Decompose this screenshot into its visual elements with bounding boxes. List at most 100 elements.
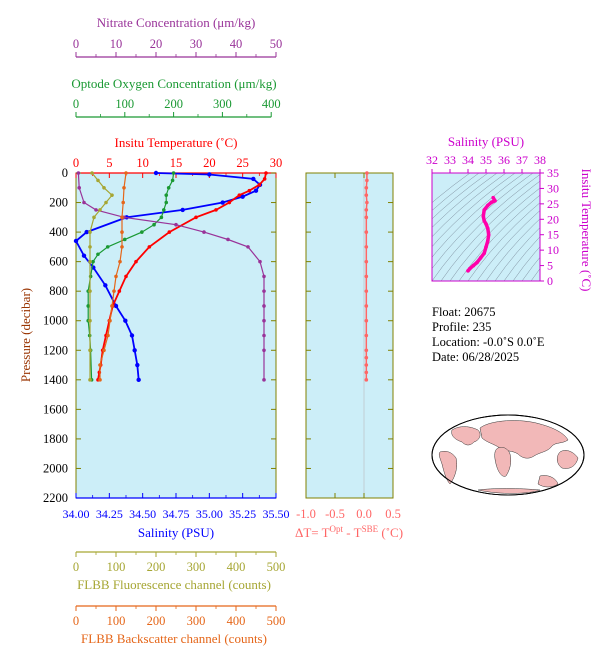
backscatter-profile-point [114, 274, 118, 279]
delta-t-point [365, 171, 369, 175]
temperature-profile-point [194, 215, 198, 220]
delta-t-point [365, 178, 369, 183]
backscatter-axis-tick-label: 0 [73, 614, 79, 628]
oxygen-profile-point [170, 178, 175, 183]
salinity-profile-point [207, 172, 212, 177]
salinity-profile-point [153, 170, 159, 176]
oxygen-profile-point [171, 171, 176, 175]
oxygen-profile-point [140, 230, 144, 234]
oxygen-profile-point [122, 237, 127, 242]
profile-date: Date: 06/28/2025 [432, 350, 519, 364]
pressure-axis-tick-label: 400 [49, 225, 68, 239]
nitrate-profile-point [77, 185, 81, 190]
nitrate-axis: 0 10 20 30 40 50 [73, 37, 283, 58]
ts-density-contour [432, 173, 507, 238]
salinity-axis-tick-label: 35.50 [263, 507, 290, 521]
ts-density-contour [432, 174, 540, 281]
salinity-axis-tick-label: 35.00 [196, 507, 223, 521]
ts-density-contour [494, 227, 540, 281]
ts-density-contour [432, 173, 516, 247]
temperature-axis-tick-label: 25 [236, 156, 249, 170]
oxygen-profile-point [162, 208, 166, 212]
world-map [431, 414, 585, 496]
delta-t-point [364, 215, 369, 220]
salinity-axis: 34.00 34.25 34.50 34.75 35.00 35.25 35.50 [63, 493, 290, 521]
ts-profile-point [484, 222, 488, 226]
oxygen-profile-point [96, 252, 100, 257]
ts-profile-point [468, 266, 472, 271]
delta-t-axis-tick-label: -0.5 [325, 507, 345, 521]
fluorescence-profile-point [102, 185, 106, 190]
ts-profile-point [489, 200, 494, 205]
delta-t-axis-tick-label: -1.0 [296, 507, 316, 521]
backscatter-profile-point [98, 363, 102, 367]
oxygen-profile-point [166, 185, 171, 190]
nitrate-profile-point [262, 318, 266, 323]
ts-profile-point [482, 208, 487, 212]
oxygen-profile-point [105, 245, 110, 249]
backscatter-axis-title: FLBB Backscatter channel (counts) [81, 631, 267, 646]
oxygen-profile-point [159, 215, 164, 220]
salinity-axis-tick-label: 34.25 [96, 507, 123, 521]
nitrate-profile-point [262, 274, 266, 279]
backscatter-axis-tick-label: 200 [147, 614, 166, 628]
fluorescence-axis-title: FLBB Fluorescence channel (counts) [77, 577, 271, 592]
ts-temperature-axis-title: Insitu Temperature (˚C) [579, 168, 594, 291]
temperature-profile-line [97, 172, 267, 380]
pressure-axis-tick-label: 1600 [43, 402, 68, 416]
nitrate-axis-tick-label: 0 [73, 37, 79, 51]
ts-profile-point [486, 203, 490, 208]
backscatter-profile-point [102, 348, 106, 353]
nitrate-profile-point [82, 200, 86, 205]
temperature-axis-tick-label: 30 [270, 156, 283, 170]
salinity-profile-point [103, 283, 108, 288]
nitrate-profile-point [174, 222, 178, 227]
ts-salinity-axis-tick-label: 32 [426, 153, 438, 167]
fluorescence-profile-point [88, 378, 92, 382]
delta-t-point [364, 378, 369, 382]
salinity-profile-point [132, 348, 137, 353]
ts-density-contour [432, 173, 489, 220]
salinity-profile-point [73, 238, 79, 244]
ts-density-contour [432, 173, 480, 211]
fluorescence-axis-tick-label: 300 [187, 560, 206, 574]
delta-t-point [364, 185, 369, 190]
ts-density-contour [432, 173, 498, 228]
fluorescence-axis-tick-label: 0 [73, 560, 79, 574]
oxygen-profile-point [91, 259, 95, 264]
ts-profile-point [486, 232, 491, 237]
nitrate-axis-tick-label: 50 [270, 37, 283, 51]
ts-density-contour [440, 180, 540, 281]
nitrate-profile-point [262, 348, 266, 353]
oxygen-axis-tick-label: 200 [164, 97, 183, 111]
salinity-profile-point [113, 303, 119, 309]
ts-profile-point [482, 219, 487, 223]
nitrate-profile-point [262, 333, 266, 338]
delta-t-point [364, 259, 369, 264]
delta-t-point [365, 200, 369, 205]
backscatter-profile-point [122, 185, 126, 190]
oxygen-axis: 0 100 200 300 400 [73, 97, 281, 118]
temperature-profile-point [147, 245, 152, 249]
fluorescence-profile-point [104, 200, 108, 205]
ts-temperature-axis-tick-label: 25 [547, 197, 559, 211]
nitrate-profile-point [226, 237, 230, 242]
fluorescence-profile-point [88, 289, 92, 293]
salinity-axis-tick-label: 35.25 [229, 507, 256, 521]
nitrate-profile-point [258, 259, 262, 264]
backscatter-axis-tick-label: 400 [227, 614, 246, 628]
pressure-axis-tick-label: 1200 [43, 343, 68, 357]
ts-series [466, 195, 497, 273]
ts-profile-point [475, 260, 479, 265]
backscatter-profile-point [98, 378, 102, 382]
backscatter-profile-point [120, 215, 124, 220]
delta-t-point [364, 289, 369, 293]
ts-density-contour [476, 210, 540, 281]
temperature-axis-tick-label: 15 [170, 156, 183, 170]
oxygen-axis-tick-label: 100 [115, 97, 134, 111]
ts-salinity-axis-tick-label: 36 [498, 153, 510, 167]
ts-density-contour [521, 256, 540, 281]
pressure-axis-tick-label: 200 [49, 196, 68, 210]
delta-t-point [364, 230, 369, 234]
salinity-axis-title: Salinity (PSU) [138, 525, 214, 540]
